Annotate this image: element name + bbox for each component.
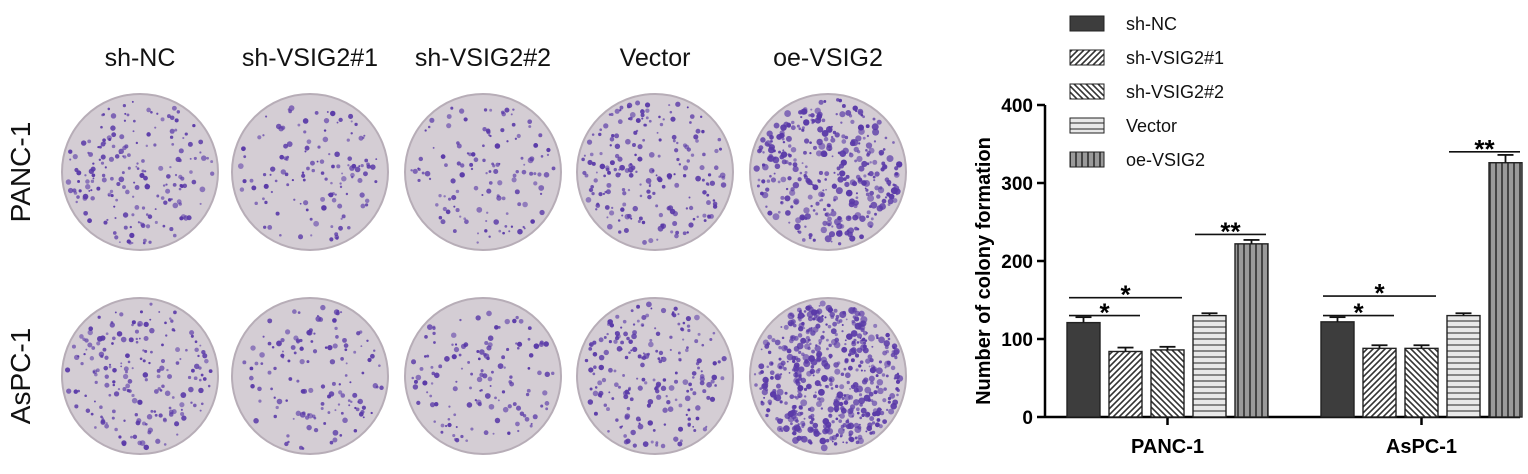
legend-label: sh-VSIG2#2 bbox=[1126, 82, 1224, 102]
plate-column-label: Vector bbox=[620, 44, 691, 72]
plate-column-label: oe-VSIG2 bbox=[773, 44, 883, 72]
culture-dish bbox=[61, 297, 219, 455]
significance-marker: * bbox=[1120, 280, 1131, 310]
culture-dish bbox=[404, 93, 562, 251]
y-tick-label: 400 bbox=[1001, 96, 1033, 117]
bar bbox=[1404, 347, 1439, 418]
culture-dish bbox=[749, 297, 907, 455]
colony-bar-chart: 0 100 200 300 400 Number of colony formation P… bbox=[973, 14, 1523, 458]
significance-marker: * bbox=[1353, 298, 1364, 328]
x-tick-label: AsPC-1 bbox=[1386, 436, 1457, 458]
bar bbox=[1488, 162, 1523, 418]
y-axis-label: Number of colony formation bbox=[973, 137, 995, 405]
legend-swatch bbox=[1069, 117, 1105, 134]
bar bbox=[1362, 347, 1397, 418]
legend-label: sh-VSIG2#1 bbox=[1126, 48, 1224, 68]
legend-label: sh-NC bbox=[1126, 14, 1177, 34]
bar bbox=[1150, 349, 1185, 418]
significance-marker: * bbox=[1099, 298, 1110, 328]
culture-dish bbox=[404, 297, 562, 455]
significance-marker: * bbox=[1374, 278, 1385, 308]
plate-column-label: sh-VSIG2#1 bbox=[242, 44, 378, 72]
bar bbox=[1320, 321, 1355, 418]
culture-dish bbox=[61, 93, 219, 251]
bar bbox=[1066, 321, 1101, 418]
culture-dish bbox=[576, 93, 734, 251]
bar bbox=[1234, 243, 1269, 418]
y-tick-label: 0 bbox=[1022, 408, 1033, 429]
y-tick-label: 200 bbox=[1001, 252, 1033, 273]
significance-marker: ** bbox=[1474, 134, 1495, 164]
bar bbox=[1446, 314, 1481, 418]
plate-row-label: PANC-1 bbox=[5, 122, 36, 223]
colony-plates-panel: sh-NC sh-VSIG2#1 sh-VSIG2#2 Vector oe-VSIG2 … bbox=[5, 44, 907, 455]
y-tick-label: 100 bbox=[1001, 330, 1033, 351]
culture-dish bbox=[231, 93, 389, 251]
legend-label: Vector bbox=[1126, 116, 1177, 136]
plate-column-label: sh-VSIG2#2 bbox=[415, 44, 551, 72]
legend-label: oe-VSIG2 bbox=[1126, 150, 1205, 170]
plate-column-label: sh-NC bbox=[105, 44, 176, 72]
plate-row-label: AsPC-1 bbox=[5, 328, 36, 424]
bar bbox=[1192, 314, 1227, 418]
legend-swatch bbox=[1069, 49, 1105, 66]
culture-dish bbox=[231, 297, 389, 455]
legend-swatch bbox=[1069, 15, 1105, 32]
significance-marker: ** bbox=[1220, 216, 1241, 246]
bar bbox=[1108, 350, 1143, 418]
legend-swatch bbox=[1069, 151, 1105, 168]
culture-dish bbox=[576, 297, 734, 455]
y-tick-label: 300 bbox=[1001, 174, 1033, 195]
culture-dish bbox=[749, 93, 907, 251]
x-tick-label: PANC-1 bbox=[1131, 436, 1204, 458]
legend-swatch bbox=[1069, 83, 1105, 100]
